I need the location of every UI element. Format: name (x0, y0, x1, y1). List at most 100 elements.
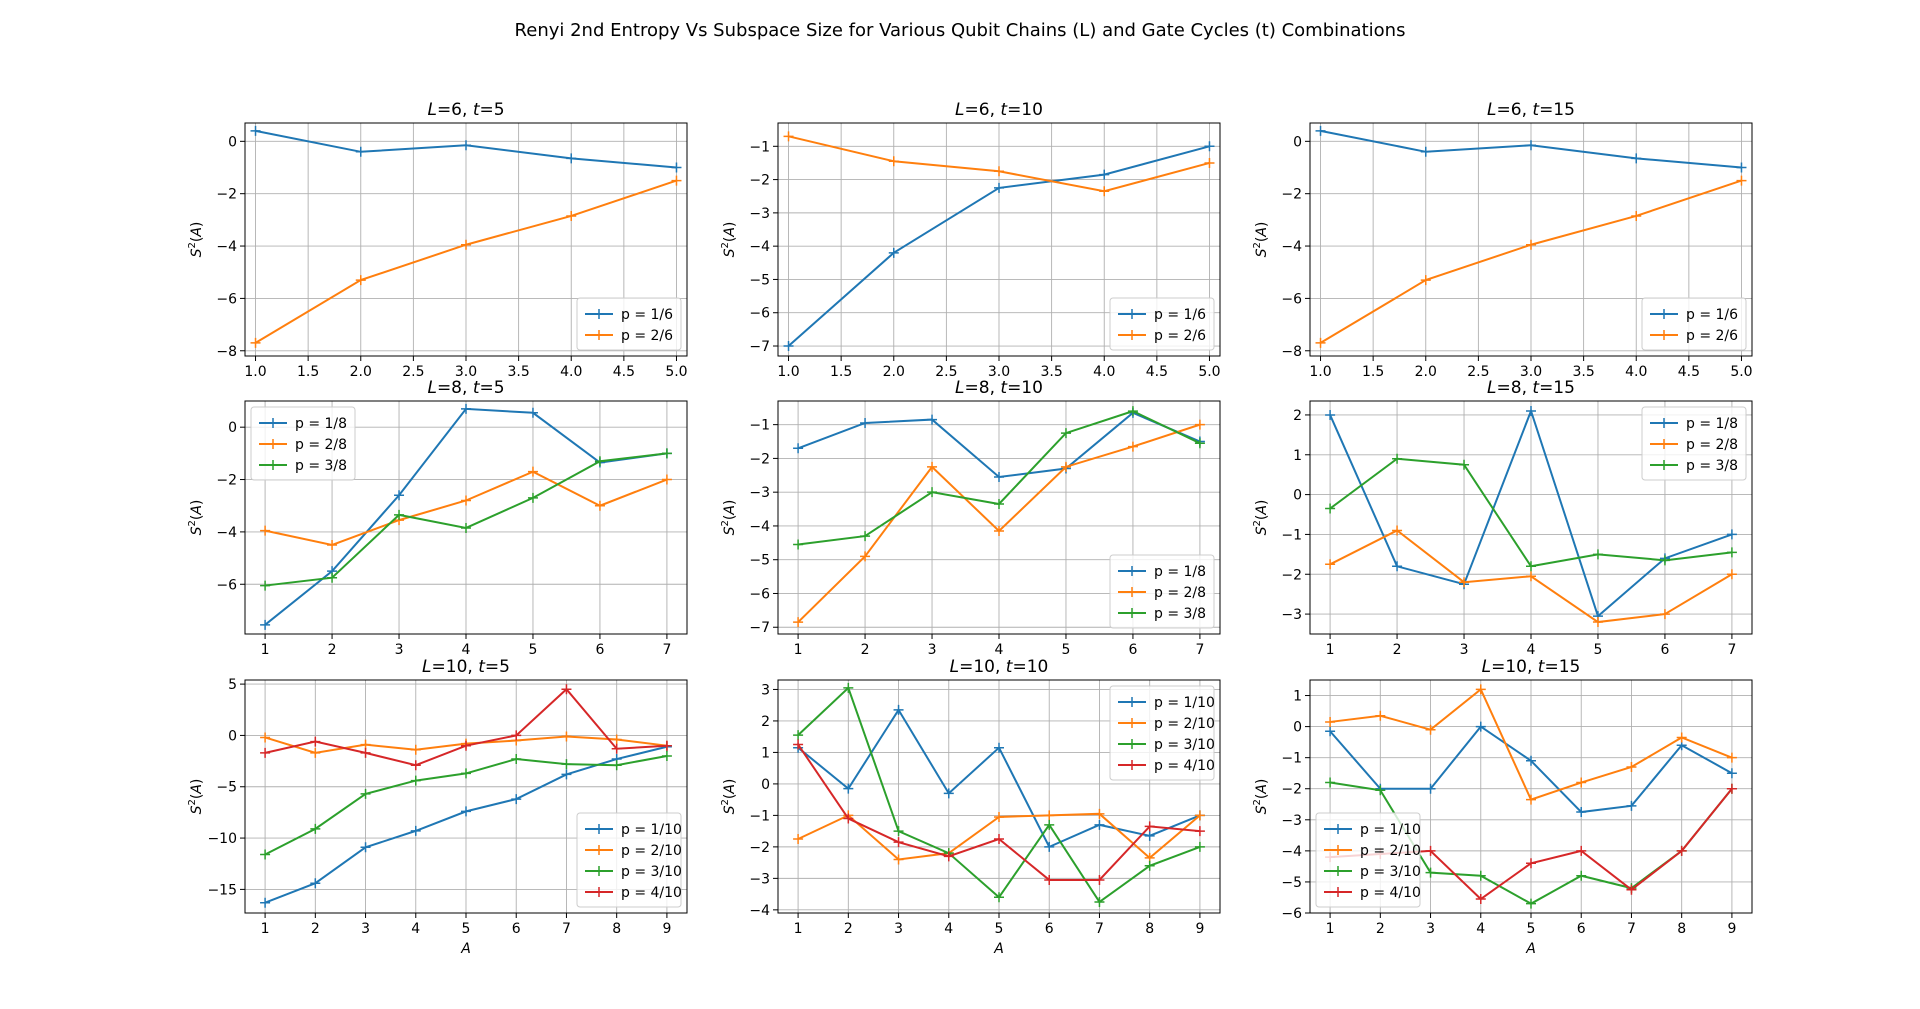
axes-frame (777, 679, 1221, 914)
subplot-title-t: =15 (1544, 657, 1580, 677)
x-axis-label: A (460, 941, 471, 957)
data-point (661, 474, 672, 485)
legend-marker (268, 460, 278, 470)
legend-marker (594, 845, 604, 855)
data-point (1475, 870, 1486, 881)
data-point (994, 471, 1004, 482)
legend-marker (594, 824, 604, 834)
legend: p = 1/6 p = 2/6 (576, 297, 682, 351)
data-point (783, 131, 794, 142)
y-tick-label: 5 (228, 677, 237, 693)
data-point (611, 743, 622, 754)
legend: p = 1/10 p = 2/10 p = 3/10 p = 4/10 (1315, 812, 1421, 908)
data-point (1576, 807, 1587, 818)
legend-marker (594, 330, 604, 340)
x-tick-label: 3 (894, 921, 903, 937)
x-tick-label: 4 (1476, 921, 1485, 937)
y-tick-label: −4 (216, 239, 237, 255)
x-tick-label: 4 (462, 642, 471, 658)
data-point (1194, 810, 1205, 821)
x-tick-label: 4 (995, 642, 1004, 658)
legend-box (1109, 685, 1215, 781)
x-tick-label: 9 (1727, 921, 1736, 937)
x-tick-label: 1 (261, 642, 270, 658)
data-point (461, 239, 471, 250)
x-tick-label: 5 (1527, 921, 1536, 937)
data-point (1099, 169, 1110, 180)
legend-marker (1127, 760, 1137, 770)
data-point (410, 775, 421, 786)
x-tick-label: 4.0 (560, 364, 582, 380)
subplot-1: 1.0 1.5 2.0 2.5 3.0 3.5 4.0 4.5 5.0 −8 −6 −4 −2 0 L=6,… (187, 100, 688, 380)
subplot-title-t: =10 (1007, 100, 1043, 120)
x-tick-label: 1 (1326, 642, 1335, 658)
y-tick-label: −3 (1281, 813, 1302, 829)
subplot-title-t: =5 (485, 657, 510, 677)
data-point (661, 740, 672, 751)
data-point (893, 837, 904, 848)
data-point (260, 619, 271, 630)
y-tick-label: −4 (1281, 239, 1302, 255)
x-tick-label: 9 (662, 921, 671, 937)
y-tick-label: −1 (749, 418, 770, 434)
data-point (561, 684, 572, 695)
x-tick-label: 4.0 (1093, 364, 1115, 380)
subplot-7: 1 2 3 4 5 6 7 8 9 −15 −10 −5 0 5 L=10, t=5 S2(A) Ap = 1/… (187, 657, 688, 957)
x-axis-label: A (993, 941, 1004, 957)
data-point (360, 747, 371, 758)
y-tick-label: −5 (749, 272, 770, 288)
subplot-title-L: =6, (965, 100, 1001, 120)
subplot-title-L: =10, (432, 657, 479, 677)
x-tick-label: 2.0 (1415, 364, 1437, 380)
legend-label: p = 2/10 (1154, 716, 1215, 732)
data-point (1099, 186, 1110, 197)
y-tick-label: −4 (749, 519, 770, 535)
x-tick-label: 9 (1195, 921, 1204, 937)
y-tick-label: −1 (1281, 751, 1302, 767)
data-point (511, 730, 522, 741)
x-tick-label: 8 (1145, 921, 1154, 937)
data-point (461, 140, 471, 151)
data-point (1204, 141, 1215, 152)
data-point (1127, 406, 1138, 417)
y-tick-label: −2 (216, 187, 237, 203)
data-point (1425, 783, 1436, 794)
data-point (943, 851, 954, 862)
data-point (1144, 860, 1155, 871)
subplot-title-t: =5 (479, 100, 504, 120)
legend: p = 1/6 p = 2/6 (1109, 297, 1215, 351)
legend-label: p = 3/10 (1154, 737, 1215, 753)
data-point (310, 878, 321, 889)
data-point (461, 522, 471, 533)
legend: p = 1/6 p = 2/6 (1641, 297, 1747, 351)
y-axis-label: S2(A) (187, 779, 205, 815)
subplot-9: 1 2 3 4 5 6 7 8 9 −6 −5 −4 −3 −2 −1 0 1 L=10, t=15 S2(A) Ap… (1252, 657, 1753, 957)
legend-label: p = 2/8 (1686, 437, 1738, 453)
legend-label: p = 4/10 (1154, 758, 1215, 774)
data-point (994, 834, 1004, 845)
data-point (1526, 561, 1536, 572)
y-tick-label: −1 (749, 139, 770, 155)
y-tick-label: −4 (749, 903, 770, 919)
x-tick-label: 5 (995, 921, 1004, 937)
data-point (461, 495, 471, 506)
legend-label: p = 4/10 (1360, 885, 1421, 901)
data-point (594, 500, 605, 511)
y-tick-label: −8 (216, 344, 237, 360)
data-point (1475, 684, 1486, 695)
y-tick-label: −3 (749, 871, 770, 887)
x-tick-label: 4 (411, 921, 420, 937)
data-point (461, 806, 471, 817)
legend-marker (594, 866, 604, 876)
x-tick-label: 5.0 (1730, 364, 1752, 380)
legend-marker (1659, 330, 1669, 340)
legend-label: p = 3/10 (1360, 864, 1421, 880)
y-tick-label: −4 (749, 239, 770, 255)
x-tick-label: 2 (844, 921, 853, 937)
data-point (943, 788, 954, 799)
x-tick-label: 4.5 (1678, 364, 1700, 380)
x-tick-label: 8 (612, 921, 621, 937)
data-point (1659, 609, 1670, 620)
x-tick-label: 2 (861, 642, 870, 658)
